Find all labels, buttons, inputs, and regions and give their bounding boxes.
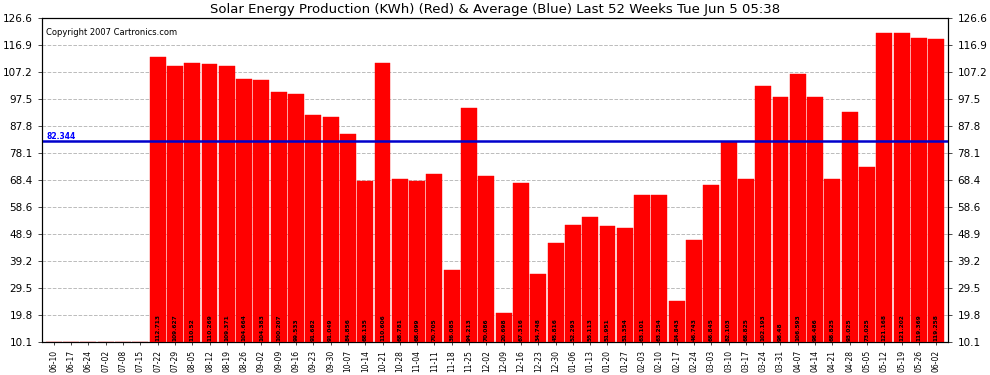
Bar	[721, 142, 737, 342]
Bar	[755, 86, 771, 342]
Title: Solar Energy Production (KWh) (Red) & Average (Blue) Last 52 Weeks Tue Jun 5 05:: Solar Energy Production (KWh) (Red) & Av…	[210, 3, 780, 16]
Text: 82.344: 82.344	[47, 132, 75, 141]
Bar	[859, 167, 875, 342]
Text: 109.627: 109.627	[172, 314, 177, 341]
Text: 84.856: 84.856	[346, 318, 350, 341]
Bar	[582, 217, 598, 342]
Text: 98.486: 98.486	[813, 318, 818, 341]
Bar	[600, 226, 616, 342]
Bar	[167, 66, 183, 342]
Text: 52.293: 52.293	[570, 318, 575, 341]
Text: 68.825: 68.825	[743, 318, 748, 341]
Bar	[807, 96, 823, 342]
Bar	[790, 74, 806, 342]
Bar	[911, 39, 927, 342]
Text: 45.816: 45.816	[553, 318, 558, 341]
Text: 109.371: 109.371	[225, 314, 230, 341]
Text: 99.533: 99.533	[293, 318, 299, 341]
Bar	[184, 63, 200, 342]
Bar	[340, 134, 355, 342]
Bar	[635, 195, 650, 342]
Bar	[202, 64, 218, 342]
Text: 94.213: 94.213	[466, 318, 471, 341]
Text: 68.099: 68.099	[415, 318, 420, 341]
Bar	[392, 179, 408, 342]
Text: 98.48: 98.48	[778, 322, 783, 341]
Bar	[374, 63, 390, 342]
Bar	[219, 66, 235, 342]
Bar	[876, 33, 892, 342]
Text: 110.269: 110.269	[207, 314, 212, 341]
Bar	[772, 96, 788, 342]
Text: 119.369: 119.369	[917, 314, 922, 341]
Text: 91.682: 91.682	[311, 318, 316, 341]
Bar	[668, 302, 685, 342]
Text: 66.845: 66.845	[709, 318, 714, 341]
Bar	[842, 112, 857, 342]
Bar	[617, 228, 633, 342]
Text: 34.748: 34.748	[536, 318, 541, 341]
Text: Copyright 2007 Cartronics.com: Copyright 2007 Cartronics.com	[47, 28, 177, 37]
Bar	[288, 94, 304, 342]
Bar	[270, 92, 287, 342]
Text: 36.085: 36.085	[449, 318, 454, 341]
Text: 91.049: 91.049	[328, 318, 333, 341]
Text: 104.383: 104.383	[259, 314, 264, 341]
Bar	[738, 179, 753, 342]
Text: 70.705: 70.705	[432, 318, 437, 341]
Text: 68.825: 68.825	[830, 318, 835, 341]
Text: 63.101: 63.101	[640, 318, 644, 341]
Text: 119.258: 119.258	[934, 314, 939, 341]
Text: 100.207: 100.207	[276, 314, 281, 341]
Text: 20.698: 20.698	[501, 318, 506, 341]
Text: 63.254: 63.254	[657, 318, 662, 341]
Bar	[427, 174, 443, 342]
Text: 51.951: 51.951	[605, 318, 610, 341]
Text: 73.025: 73.025	[864, 318, 869, 341]
Bar	[651, 195, 667, 342]
Text: 46.743: 46.743	[691, 318, 697, 341]
Bar	[323, 117, 339, 342]
Bar	[547, 243, 563, 342]
Bar	[929, 39, 944, 342]
Text: 106.593: 106.593	[795, 314, 800, 341]
Bar	[461, 108, 477, 342]
Bar	[237, 80, 252, 342]
Bar	[444, 270, 459, 342]
Text: 68.135: 68.135	[362, 318, 367, 341]
Text: 110.52: 110.52	[190, 318, 195, 341]
Text: 104.664: 104.664	[242, 314, 247, 341]
Text: 82.103: 82.103	[726, 318, 731, 341]
Text: 51.354: 51.354	[623, 318, 628, 341]
Bar	[565, 225, 581, 342]
Bar	[149, 57, 165, 342]
Bar	[531, 274, 546, 342]
Bar	[894, 33, 910, 342]
Text: 55.113: 55.113	[588, 318, 593, 341]
Bar	[478, 176, 494, 342]
Bar	[703, 184, 720, 342]
Bar	[305, 116, 322, 342]
Text: 67.316: 67.316	[519, 318, 524, 341]
Bar	[825, 179, 841, 342]
Text: 110.606: 110.606	[380, 314, 385, 341]
Bar	[409, 181, 425, 342]
Text: 112.713: 112.713	[155, 314, 160, 341]
Bar	[513, 183, 529, 342]
Bar	[496, 313, 512, 342]
Text: 93.025: 93.025	[847, 318, 852, 341]
Bar	[253, 80, 269, 342]
Bar	[686, 240, 702, 342]
Text: 102.193: 102.193	[760, 314, 765, 341]
Bar	[357, 181, 373, 342]
Text: 68.781: 68.781	[397, 318, 402, 341]
Text: 121.168: 121.168	[882, 314, 887, 341]
Text: 121.202: 121.202	[899, 314, 904, 341]
Text: 24.843: 24.843	[674, 318, 679, 341]
Text: 70.086: 70.086	[484, 318, 489, 341]
